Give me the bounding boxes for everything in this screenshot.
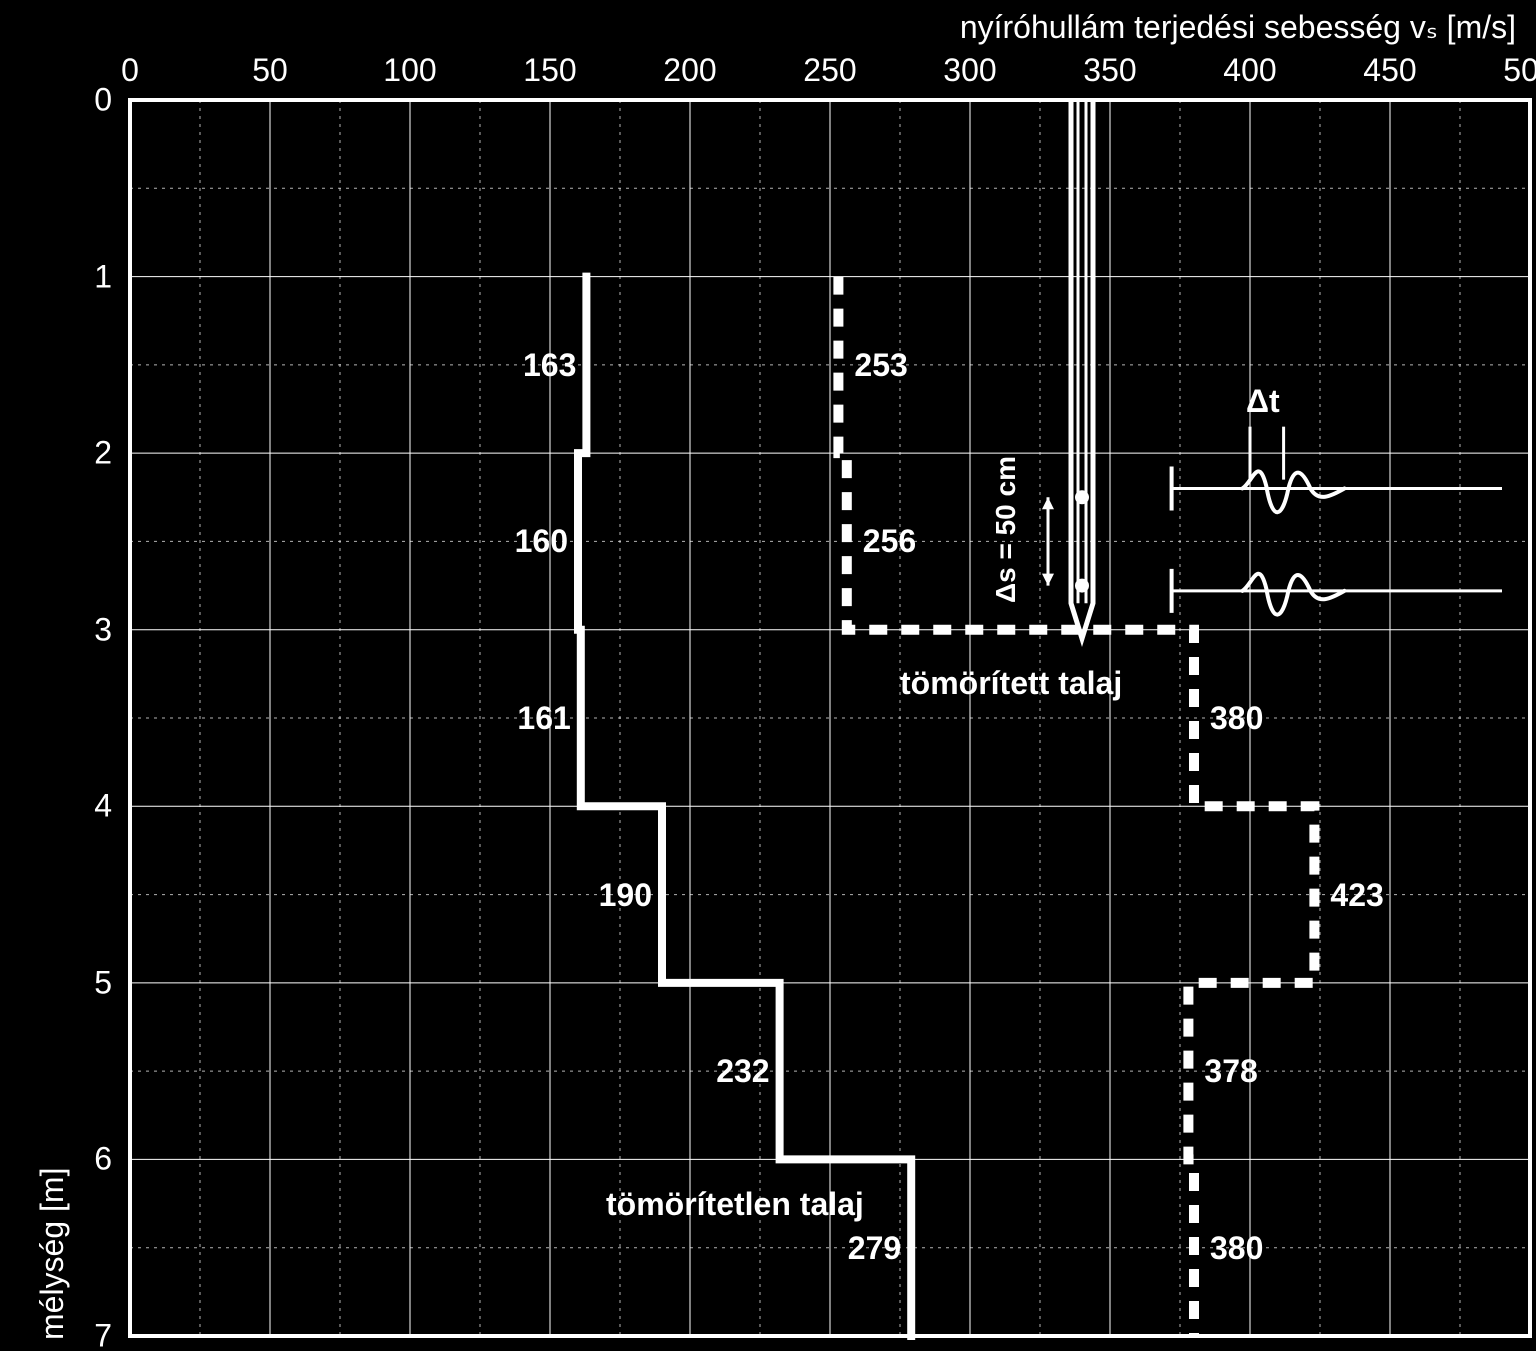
value-label: 232 <box>700 1053 770 1090</box>
value-label: 380 <box>1210 1230 1263 1267</box>
value-label: 279 <box>831 1230 901 1267</box>
value-label: 163 <box>506 347 576 384</box>
delta-t-label: Δt <box>1246 383 1280 420</box>
region-label: tömörített talaj <box>900 665 1122 702</box>
value-label: 256 <box>863 523 916 560</box>
plot-area <box>0 0 1536 1351</box>
value-label: 161 <box>501 700 571 737</box>
value-label: 253 <box>854 347 907 384</box>
delta-s-label: Δs = 50 cm <box>990 456 1022 603</box>
chart-root: nyíróhullám terjedési sebesség vₛ [m/s] … <box>0 0 1536 1351</box>
value-label: 380 <box>1210 700 1263 737</box>
value-label: 378 <box>1204 1053 1257 1090</box>
value-label: 190 <box>582 877 652 914</box>
region-label: tömörítetlen talaj <box>606 1186 864 1223</box>
value-label: 160 <box>498 523 568 560</box>
value-label: 423 <box>1330 877 1383 914</box>
